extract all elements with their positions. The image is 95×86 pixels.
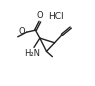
Text: HCl: HCl	[48, 12, 64, 21]
Text: H₂N: H₂N	[25, 49, 40, 58]
Text: O: O	[19, 27, 25, 36]
Text: O: O	[37, 11, 43, 20]
